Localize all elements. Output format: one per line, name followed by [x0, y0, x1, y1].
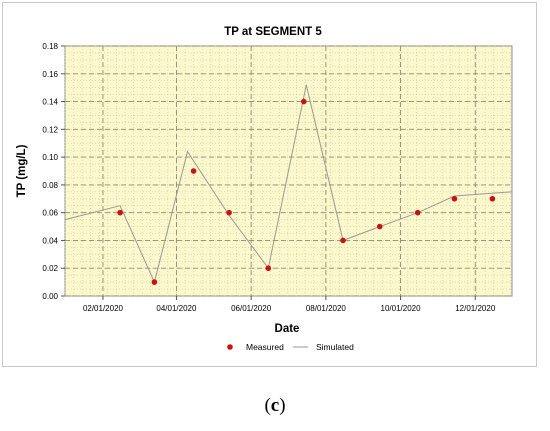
y-tick-label: 0.16 — [42, 70, 58, 79]
y-tick-label: 0.10 — [42, 153, 58, 162]
y-axis: 0.00 0.02 0.04 0.06 0.08 0.10 0.12 0.14 0.16 0.18 — [42, 42, 65, 301]
x-axis-label: Date — [275, 323, 300, 335]
legend-simulated-label: Simulated — [316, 342, 354, 352]
plot-series — [64, 84, 513, 285]
y-tick-label: 0.14 — [42, 98, 58, 107]
legend-measured-label: Measured — [246, 342, 284, 352]
x-tick-label: 10/01/2020 — [381, 304, 422, 313]
measured-point — [226, 209, 232, 216]
measured-point — [117, 209, 123, 216]
measured-point — [376, 223, 383, 230]
x-tick-label: 06/01/2020 — [231, 304, 272, 313]
y-tick-label: 0.02 — [42, 264, 58, 273]
caption-close-paren: ) — [279, 395, 286, 416]
measured-point — [190, 168, 197, 174]
measured-point — [265, 265, 272, 272]
x-tick-label: 12/01/2020 — [455, 304, 496, 313]
measured-point — [489, 195, 496, 202]
grid-lines — [64, 45, 512, 297]
simulated-line — [64, 84, 513, 284]
y-tick-label: 0.08 — [42, 181, 58, 190]
y-tick-label: 0.06 — [42, 209, 58, 218]
legend: Measured Simulated — [227, 342, 354, 352]
tp-chart: TP at SEGMENT 5 0.00 0.02 0.04 0.06 0.08 0.10… — [16, 26, 513, 352]
x-axis: 02/01/2020 04/01/2020 06/01/2020 08/01/2020… — [83, 296, 496, 313]
y-tick-label: 0.00 — [42, 292, 58, 301]
caption-letter: c — [270, 395, 280, 416]
measured-point — [301, 98, 307, 105]
legend-measured-marker — [227, 344, 233, 350]
y-tick-label: 0.12 — [42, 125, 58, 134]
measured-point — [340, 237, 346, 244]
y-tick-label: 0.18 — [42, 42, 58, 51]
measured-point — [451, 195, 458, 202]
chart-title: TP at SEGMENT 5 — [224, 26, 322, 38]
y-axis-label: TP (mg/L) — [16, 144, 28, 197]
x-tick-label: 02/01/2020 — [83, 304, 124, 313]
measured-point — [151, 279, 158, 285]
caption-open-paren: ( — [264, 395, 271, 416]
y-tick-label: 0.04 — [42, 236, 58, 245]
figure-caption: (c) — [0, 395, 550, 417]
x-tick-label: 08/01/2020 — [306, 304, 347, 313]
chart-panel: TP at SEGMENT 5 0.00 0.02 0.04 0.06 0.08 0.10… — [2, 2, 537, 367]
measured-point — [414, 209, 421, 216]
x-tick-label: 04/01/2020 — [156, 304, 197, 313]
